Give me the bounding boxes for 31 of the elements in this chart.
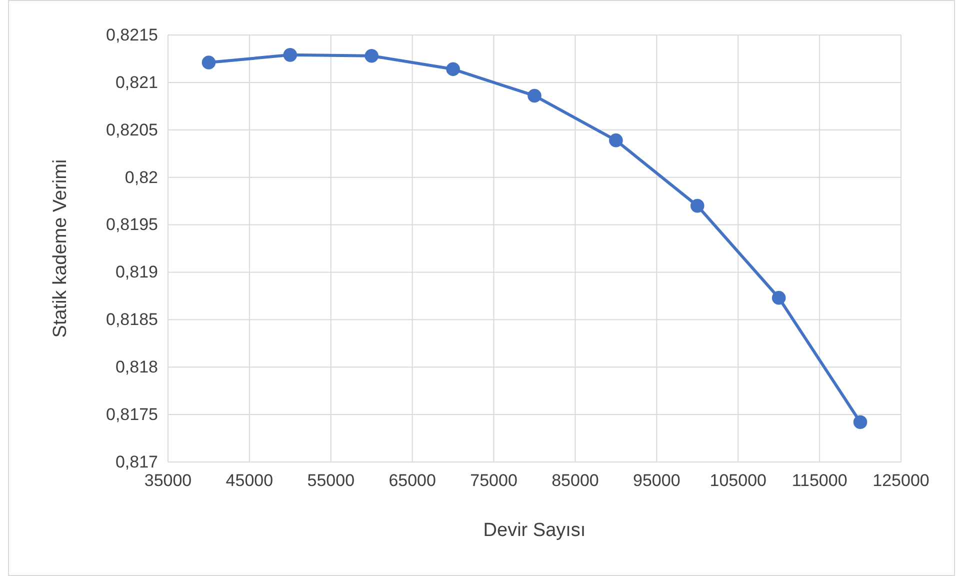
y-tick-label: 0,82 xyxy=(124,168,158,187)
point xyxy=(528,88,542,103)
point xyxy=(202,56,216,70)
x-tick-label: 75000 xyxy=(470,471,518,490)
x-tick-label: 35000 xyxy=(144,471,192,490)
x-tick-label: 85000 xyxy=(552,471,599,490)
y-tick-label: 0,8195 xyxy=(106,215,158,234)
x-tick-label: 65000 xyxy=(388,471,436,490)
point xyxy=(690,198,704,213)
y-tick-label: 0,819 xyxy=(115,262,158,282)
x-tick-label: 105000 xyxy=(710,471,766,490)
x-tick-label: 45000 xyxy=(226,471,274,490)
y-tick-label: 0,8215 xyxy=(106,25,158,44)
y-tick-label: 0,817 xyxy=(115,452,158,472)
x-axis-title: Devir Sayısı xyxy=(483,520,586,541)
y-tick-label: 0,8185 xyxy=(106,310,158,330)
point xyxy=(364,48,379,63)
x-tick-label: 95000 xyxy=(633,471,680,490)
point xyxy=(446,62,460,76)
point xyxy=(772,290,786,305)
point xyxy=(853,415,868,430)
y-tick-label: 0,818 xyxy=(115,358,158,377)
y-tick-label: 0,8205 xyxy=(106,120,158,140)
y-axis-title: Statik kademe Verimi xyxy=(50,159,71,338)
x-tick-label: 55000 xyxy=(307,471,355,490)
x-tick-label: 125000 xyxy=(872,471,930,490)
y-tick-label: 0,8175 xyxy=(106,404,158,424)
point xyxy=(609,133,623,148)
y-tick-label: 0,821 xyxy=(115,72,158,92)
x-tick-label: 115000 xyxy=(792,471,848,490)
point xyxy=(283,48,298,62)
